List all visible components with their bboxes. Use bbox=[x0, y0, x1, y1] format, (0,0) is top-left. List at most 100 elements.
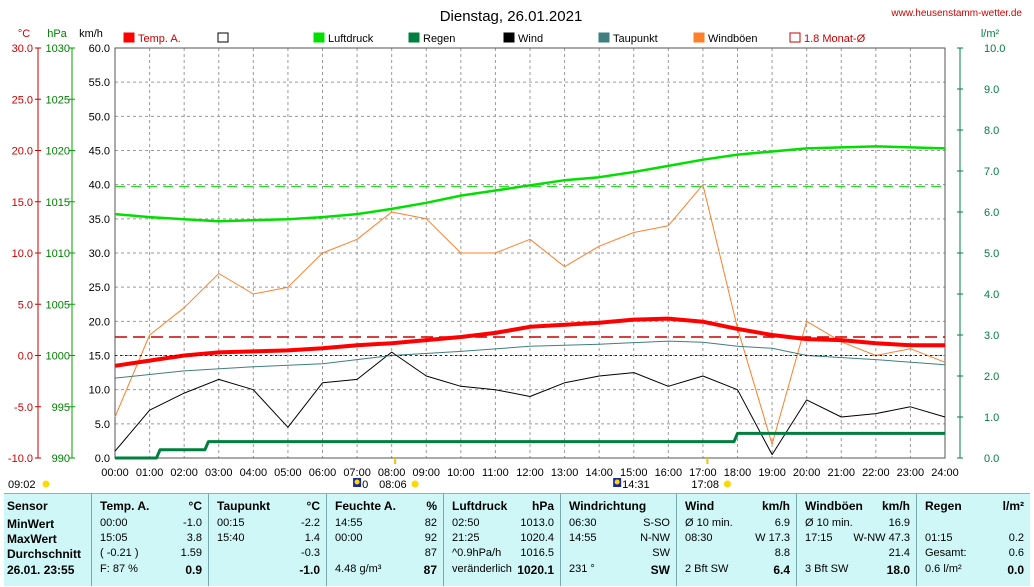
rain-tick-label: 7.0 bbox=[984, 166, 999, 178]
table-cell: veränderlich bbox=[452, 563, 512, 575]
hour-tick-label: 18:00 bbox=[724, 467, 752, 479]
table-cell: 08:30 bbox=[685, 532, 713, 544]
legend-label-3: Regen bbox=[423, 33, 455, 45]
table-cell: 82 bbox=[424, 517, 437, 529]
kmh-tick-label: 0.0 bbox=[95, 453, 110, 465]
table-cell: 2 Bft SW bbox=[685, 563, 729, 575]
kmh-unit-label: km/h bbox=[79, 28, 103, 40]
kmh-tick-label: 55.0 bbox=[89, 77, 110, 89]
table-cell: 0.0 bbox=[1007, 563, 1024, 577]
sun-marker-label: 17:08 bbox=[691, 479, 719, 491]
table-row: Regen l/m² bbox=[917, 498, 1030, 513]
hour-tick-label: 16:00 bbox=[655, 467, 683, 479]
table-row: 26.01. 23:55 bbox=[4, 562, 91, 577]
table-cell: 02:50 bbox=[452, 517, 480, 529]
hour-tick-label: 12:00 bbox=[516, 467, 544, 479]
table-cell: ( -0.21 ) bbox=[100, 547, 139, 559]
table-row: Ø 10 min. 16.9 bbox=[797, 516, 916, 531]
table-column-7: Windböen km/h Ø 10 min. 16.9 17:15 W-NW 47.3 2… bbox=[797, 494, 917, 586]
table-cell: 8.8 bbox=[774, 547, 790, 559]
table-row: Taupunkt °C bbox=[209, 498, 326, 513]
kmh-tick-label: 30.0 bbox=[89, 248, 110, 260]
table-cell: Wind bbox=[685, 499, 715, 513]
table-row: 87 bbox=[327, 546, 443, 561]
table-row: -0.3 bbox=[209, 546, 326, 561]
table-row: 0.6 l/m² 0.0 bbox=[917, 562, 1030, 577]
table-row: 3 Bft SW 18.0 bbox=[797, 562, 916, 577]
series-temp-a- bbox=[114, 316, 945, 368]
table-row: 15:40 1.4 bbox=[209, 531, 326, 546]
temp-tick-label: 15.0 bbox=[12, 197, 33, 209]
table-cell: Sensor bbox=[7, 499, 48, 513]
kmh-tick-label: 5.0 bbox=[95, 419, 110, 431]
table-cell: hPa bbox=[531, 499, 554, 513]
table-cell: 3 Bft SW bbox=[805, 563, 849, 575]
table-cell: 01:15 bbox=[925, 532, 953, 544]
table-cell: ^0.9hPa/h bbox=[452, 547, 502, 559]
table-column-5: Windrichtung 06:30 S-SO 14:55 N-NW SW 231 ° SW bbox=[561, 494, 677, 586]
table-cell: 1013.0 bbox=[520, 517, 554, 529]
table-row: 14:55 N-NW bbox=[561, 531, 676, 546]
table-cell: 06:30 bbox=[569, 517, 597, 529]
hpa-tick-label: 1025 bbox=[46, 94, 70, 106]
table-column-0: Sensor MinWert MaxWert Durchschnitt 26.01. 2… bbox=[4, 494, 92, 586]
table-cell: km/h bbox=[881, 499, 910, 513]
chart-axes: 30.0 25.0 20.0 15.0 10.0 5.0 0.0 -5.0 -10.0 1030 1… bbox=[8, 43, 1006, 479]
hpa-unit-label: hPa bbox=[47, 28, 67, 40]
table-row: Luftdruck hPa bbox=[444, 498, 560, 513]
series-regen bbox=[115, 431, 945, 460]
table-cell: -0.3 bbox=[301, 547, 320, 559]
table-cell: N-NW bbox=[640, 532, 670, 544]
table-cell: 15:05 bbox=[100, 532, 128, 544]
sun-icon bbox=[723, 480, 731, 488]
hpa-tick-label: 1020 bbox=[46, 146, 70, 158]
table-row: -1.0 bbox=[209, 562, 326, 577]
rain-tick-label: 1.0 bbox=[984, 412, 999, 424]
table-cell: Windböen bbox=[805, 499, 863, 513]
temp-tick-label: 10.0 bbox=[12, 248, 33, 260]
table-row: 17:15 W-NW 47.3 bbox=[797, 531, 916, 546]
table-row: Temp. A. °C bbox=[92, 498, 208, 513]
sun-icon bbox=[42, 480, 50, 488]
table-cell: 87 bbox=[424, 547, 437, 559]
hpa-tick-label: 1010 bbox=[46, 248, 70, 260]
chart-title: Dienstag, 26.01.2021 bbox=[440, 8, 583, 25]
table-cell: °C bbox=[188, 499, 202, 513]
table-cell: -1.0 bbox=[299, 563, 320, 577]
legend-swatch-4 bbox=[503, 32, 515, 43]
legend-swatch-2 bbox=[313, 32, 325, 43]
table-cell: 0.2 bbox=[1008, 532, 1024, 544]
hour-tick-label: 06:00 bbox=[309, 467, 337, 479]
hpa-tick-label: 1030 bbox=[46, 43, 70, 55]
hour-tick-label: 22:00 bbox=[862, 467, 890, 479]
legend-label-6: Windböen bbox=[708, 33, 758, 45]
table-row: 8.8 bbox=[677, 546, 796, 561]
table-cell: Ø 10 min. bbox=[685, 517, 733, 529]
hpa-tick-label: 995 bbox=[52, 402, 70, 414]
table-column-4: Luftdruck hPa 02:50 1013.0 21:25 1020.4 ^0.9hP… bbox=[444, 494, 561, 586]
temp-tick-label: 0.0 bbox=[18, 351, 33, 363]
temp-tick-label: 5.0 bbox=[18, 299, 33, 311]
kmh-tick-label: 50.0 bbox=[89, 111, 110, 123]
table-column-2: Taupunkt °C 00:15 -2.2 15:40 1.4 -0.3 -1.0 bbox=[209, 494, 327, 586]
kmh-tick-label: 40.0 bbox=[89, 180, 110, 192]
legend-swatch-1 bbox=[217, 32, 229, 43]
kmh-tick-label: 35.0 bbox=[89, 214, 110, 226]
table-row: 06:30 S-SO bbox=[561, 516, 676, 531]
kmh-tick-label: 60.0 bbox=[89, 43, 110, 55]
website-link[interactable]: www.heusenstamm-wetter.de bbox=[890, 8, 1022, 19]
legend-label-2: Luftdruck bbox=[328, 33, 374, 45]
hpa-tick-label: 990 bbox=[52, 453, 70, 465]
table-cell: 87 bbox=[423, 563, 437, 577]
hour-tick-label: 03:00 bbox=[205, 467, 233, 479]
table-row: Durchschnitt bbox=[4, 546, 91, 561]
table-cell: Durchschnitt bbox=[7, 547, 82, 561]
table-cell: Feuchte A. bbox=[335, 499, 396, 513]
table-cell: Gesamt: bbox=[925, 547, 967, 559]
table-row: ^0.9hPa/h 1016.5 bbox=[444, 546, 560, 561]
table-cell: 00:00 bbox=[100, 517, 128, 529]
hour-tick-label: 08:00 bbox=[378, 467, 406, 479]
rain-tick-label: 3.0 bbox=[984, 330, 999, 342]
table-cell: 21:25 bbox=[452, 532, 480, 544]
hour-tick-label: 21:00 bbox=[827, 467, 855, 479]
